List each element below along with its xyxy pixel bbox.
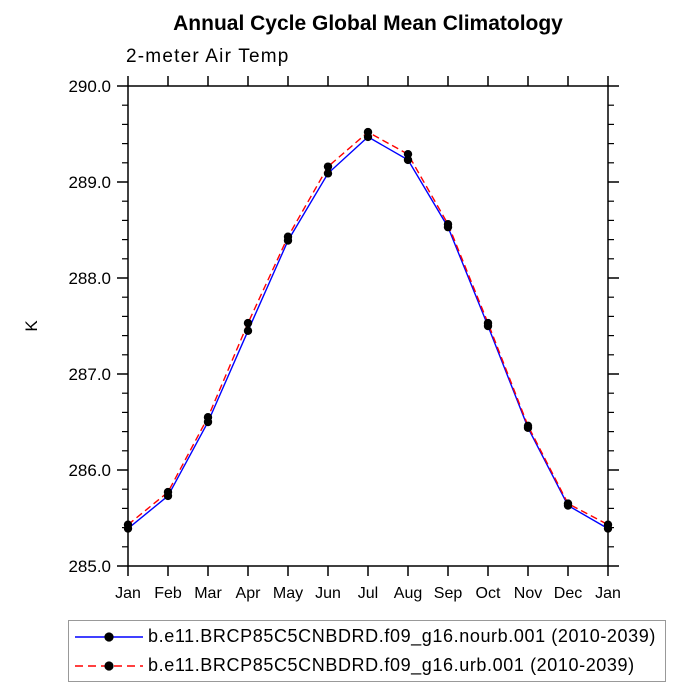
x-tick-label: Aug: [394, 585, 422, 602]
x-tick-label: Oct: [476, 585, 501, 602]
data-point-marker: [283, 232, 293, 241]
legend-marker-dot: [104, 631, 114, 642]
x-tick-label: Feb: [154, 585, 182, 602]
y-tick-label: 285.0: [68, 557, 111, 576]
data-point-marker: [523, 421, 533, 431]
x-tick-label: Jan: [115, 585, 141, 602]
legend-marker-dot: [104, 660, 114, 671]
data-point-marker: [443, 220, 453, 229]
data-point-marker: [163, 487, 173, 497]
data-point-marker: [403, 149, 413, 159]
x-tick-label: Nov: [514, 585, 542, 602]
data-point-marker: [363, 127, 373, 137]
series-line-urb: [127, 131, 609, 526]
x-tick-label: Sep: [434, 585, 463, 602]
data-point-marker: [323, 169, 333, 178]
data-point-marker: [323, 162, 333, 171]
x-tick-label: Jun: [315, 585, 341, 602]
data-point-marker: [123, 520, 133, 529]
y-axis-label: K: [22, 320, 41, 332]
legend-label-nourb: b.e11.BRCP85C5CNBDRD.f09_g16.nourb.001 (…: [148, 626, 656, 646]
data-point-marker: [243, 318, 253, 328]
x-tick-label: Mar: [194, 585, 222, 602]
legend-swatch-urb-line: [75, 660, 143, 671]
legend-item-nourb: b.e11.BRCP85C5CNBDRD.f09_g16.nourb.001 (…: [72, 623, 665, 650]
x-tick-label: Jul: [358, 585, 378, 602]
data-point-marker: [483, 318, 493, 328]
y-tick-label: 288.0: [68, 269, 111, 288]
legend: b.e11.BRCP85C5CNBDRD.f09_g16.nourb.001 (…: [68, 620, 666, 682]
y-tick-label: 286.0: [68, 461, 111, 480]
legend-label-urb: b.e11.BRCP85C5CNBDRD.f09_g16.urb.001 (20…: [148, 655, 635, 675]
x-tick-label: Dec: [554, 585, 582, 602]
series-line-nourb: [127, 136, 609, 530]
legend-item-urb: b.e11.BRCP85C5CNBDRD.f09_g16.urb.001 (20…: [72, 652, 665, 679]
plot-frame: [127, 85, 609, 567]
y-tick-label: 289.0: [68, 173, 111, 192]
data-point-marker: [403, 155, 413, 165]
y-tick-label: 287.0: [68, 365, 111, 384]
chart-title: Annual Cycle Global Mean Climatology: [173, 12, 563, 35]
data-point-marker: [603, 520, 613, 529]
y-tick-label: 290.0: [68, 77, 111, 96]
chart-subtitle: 2-meter Air Temp: [126, 46, 290, 67]
data-point-marker: [243, 326, 253, 335]
legend-swatch-nourb-line: [75, 631, 143, 642]
x-tick-label: May: [273, 585, 303, 602]
data-point-marker: [563, 499, 573, 508]
x-tick-label: Jan: [595, 585, 621, 602]
x-tick-label: Apr: [236, 585, 262, 602]
data-point-marker: [203, 413, 213, 422]
